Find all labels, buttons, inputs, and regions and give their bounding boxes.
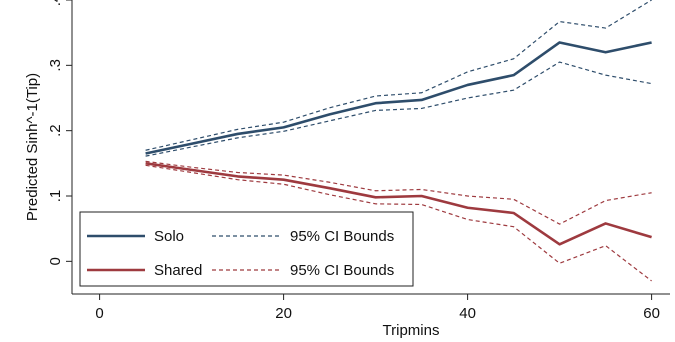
legend-ci-label: 95% CI Bounds — [290, 228, 394, 245]
x-tick-label: 60 — [643, 305, 660, 322]
ci-bound-line-1 — [145, 0, 652, 151]
legend-label: Solo — [154, 228, 184, 245]
ci-bound-line-5 — [145, 164, 652, 282]
legend-label: Shared — [154, 262, 202, 279]
x-tick-label: 0 — [95, 305, 103, 322]
y-tick-label: .4 — [47, 0, 64, 6]
y-tick-label: 0 — [47, 257, 64, 265]
x-axis-title: Tripmins — [383, 322, 440, 339]
solo-line — [145, 41, 652, 155]
legend-ci-label: 95% CI Bounds — [290, 262, 394, 279]
y-axis-title: Predicted Sinh^-1(Tip) — [24, 73, 41, 221]
y-tick-label: .2 — [47, 124, 64, 137]
y-tick-label: .1 — [47, 190, 64, 203]
y-tick-label: .3 — [47, 59, 64, 72]
x-tick-label: 20 — [275, 305, 292, 322]
legend: Solo 95% CI Bounds Shared 95% CI Bounds — [79, 211, 414, 287]
ci-bound-line-4 — [145, 160, 652, 225]
legend-box — [79, 211, 414, 287]
shared-line — [145, 162, 652, 246]
x-tick-label: 40 — [459, 305, 476, 322]
ci-bound-line-2 — [145, 61, 652, 157]
